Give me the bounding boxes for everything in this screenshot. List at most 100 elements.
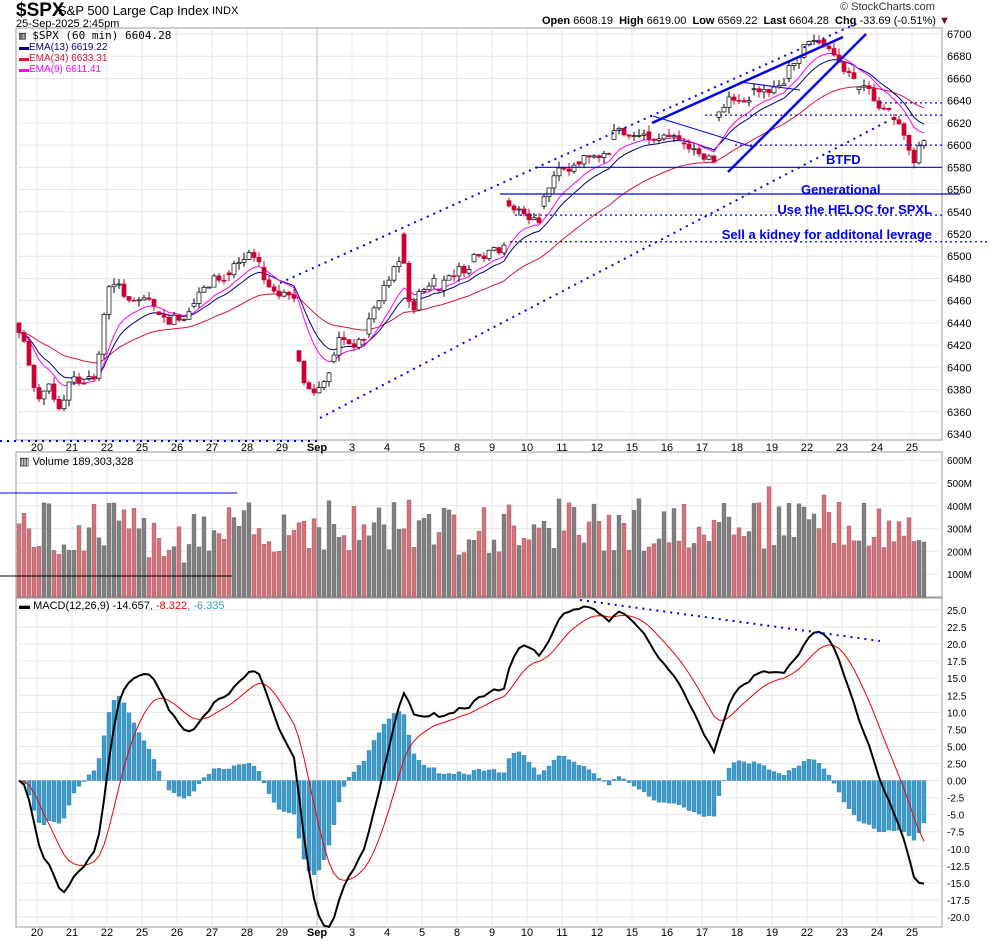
volume-bar [576,535,582,598]
macd-histogram-bar [571,761,577,781]
volume-bar [241,510,247,598]
macd-histogram-bar [836,780,842,793]
day-label: 23 [836,442,848,454]
candle-body [811,40,817,42]
price-tick-label: 6360 [947,407,971,419]
day-label: 12 [591,927,603,939]
ema34-line [18,86,925,364]
volume-bar [571,506,577,598]
volume-bar [426,513,432,598]
volume-bar [891,541,897,598]
macd-tick-label: 22.5 [947,623,967,634]
day-label: 12 [591,442,603,454]
annotation-kidney: Sell a kidney for additonal levrage [721,227,932,242]
volume-bar [916,540,922,598]
macd-histogram-bar [336,780,342,803]
macd-histogram-bar [801,761,807,781]
macd-histogram-bar [406,734,412,781]
candle-body [486,249,492,259]
candle-body [211,275,217,288]
macd-histogram-bar [566,759,572,781]
volume-bar [336,536,342,598]
candle-body [271,286,277,292]
macd-histogram-bar [331,780,337,825]
volume-bar [556,498,562,598]
volume-bar [26,528,32,598]
volume-bar [566,502,572,598]
legend-volume: ▥ Volume 189,303,328 [19,456,134,468]
day-label: 8 [454,927,460,939]
symbol: $SPX [16,0,65,21]
macd-histogram-bar [711,780,717,817]
candle-body [66,381,72,401]
candle-body [321,381,327,388]
candle-body [246,252,252,260]
price-tick-label: 6580 [947,162,971,174]
volume-bar [316,527,322,598]
volume-bar [21,513,27,598]
day-label: 21 [66,927,78,939]
day-label: 19 [766,442,778,454]
volume-bar [396,529,402,598]
volume-bar [176,526,182,598]
volume-bar [676,540,682,598]
price-tick-label: 6520 [947,229,971,241]
candle-body [526,213,532,221]
candle-body [446,275,452,281]
candle-body [741,100,747,103]
price-tick-label: 6560 [947,185,971,197]
candle-body [871,88,877,102]
volume-bar [626,549,632,598]
candle-body [806,41,812,45]
candle-body [681,142,687,145]
volume-bar [51,550,57,598]
volume-bar [776,506,782,598]
candle-body [891,116,897,121]
day-label: 22 [801,442,813,454]
macd-histogram-bar [511,753,517,781]
macd-tick-label: 17.5 [947,657,967,668]
volume-bar [671,508,677,598]
price-tick-label: 6600 [947,140,971,152]
volume-bar [411,547,417,598]
day-label: 25 [906,442,918,454]
volume-bar [266,541,272,598]
volume-bar [496,551,502,598]
volume-bar [296,522,302,598]
day-label: 10 [521,442,533,454]
candle-body [461,265,467,274]
candle-body [626,134,632,137]
volume-bar [271,551,277,598]
volume-bar [691,543,697,598]
candle-body [86,376,92,379]
price-tick-label: 6640 [947,96,971,108]
candle-body [441,279,447,291]
macd-histogram-bar [236,764,242,781]
volume-bar [901,535,907,598]
volume-bar [736,527,742,598]
volume-bar [666,542,672,598]
candle-body [896,119,902,125]
volume-bar [41,502,47,598]
macd-signal-line [18,614,925,881]
volume-bar [171,546,177,598]
day-label: 4 [384,442,390,454]
volume-bar [786,503,792,598]
macd-histogram-bar [861,780,867,824]
macd-histogram-bar [156,770,162,781]
macd-histogram-bar [896,780,902,831]
macd-histogram-bar [71,780,77,794]
volume-bar [326,500,332,598]
day-label: 8 [454,442,460,454]
volume-bar [656,538,662,598]
candle-body [341,337,347,340]
volume-bar [516,545,522,598]
volume-bar [541,521,547,598]
volume-bar [261,544,267,598]
volume-bar [46,503,52,598]
macd-histogram-bar [556,755,562,781]
volume-bar [491,539,497,598]
macd-histogram-bar [916,780,922,833]
candle-body [166,316,172,325]
day-label: 26 [171,442,183,454]
